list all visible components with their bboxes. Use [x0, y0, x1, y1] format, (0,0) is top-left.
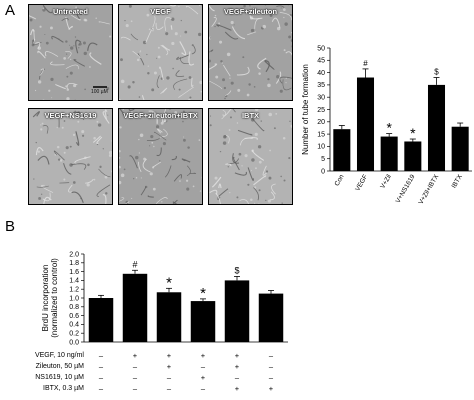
micrograph-label: IBTX: [241, 111, 260, 120]
treatment-cell: –: [98, 384, 104, 393]
y-tick-label: 1.4: [69, 278, 79, 285]
y-tick-label: 1.6: [69, 269, 79, 276]
micrograph-ibtx: IBTX: [208, 108, 293, 205]
y-tick-label: 0.2: [69, 331, 79, 338]
y-tick-label: 5: [321, 156, 325, 163]
treatment-row-label: NS1619, 10 µM: [35, 374, 84, 381]
bar: [427, 84, 446, 171]
treatment-cell: +: [234, 351, 240, 360]
scale-bar-label: 100 µM: [91, 89, 108, 95]
treatment-cell: –: [132, 384, 138, 393]
treatment-cell: –: [132, 362, 138, 371]
treatment-cell: –: [200, 384, 206, 393]
treatment-cell: –: [98, 362, 104, 371]
y-tick-label: 0.8: [69, 304, 79, 311]
micrograph-label: Untreated: [52, 7, 88, 16]
treatment-row-label: Zileuton, 50 µM: [35, 363, 84, 370]
treatment-cell: +: [268, 384, 274, 393]
significance-label: *: [166, 274, 172, 291]
y-tick-label: 15: [317, 131, 325, 138]
significance-label: $: [434, 68, 439, 77]
y-tick-label: 50: [317, 45, 325, 52]
treatment-row-label: VEGF, 10 ng/ml: [34, 352, 84, 359]
treatment-cell: –: [132, 373, 138, 382]
y-axis-title: Number of tube formation: [301, 64, 310, 155]
treatment-cell: –: [268, 373, 274, 382]
y-tick-label: 2.0: [69, 251, 79, 258]
y-tick-label: 0.0: [69, 339, 79, 346]
micrograph-vegf-zileuton-ibtx: VEGF+zileuton+IBTX: [118, 108, 203, 205]
micrograph-texture: [119, 5, 202, 100]
treatment-cell: +: [166, 351, 172, 360]
y-tick-label: 1.2: [69, 287, 79, 294]
treatment-cell: –: [234, 373, 240, 382]
micrograph-untreated: Untreated 100 µM: [28, 4, 113, 101]
treatment-cell: –: [98, 351, 104, 360]
micrograph-texture: [29, 5, 112, 100]
micrograph-label: VEGF+zileuton+IBTX: [123, 111, 198, 120]
scale-bar-icon: [93, 86, 107, 88]
significance-label: $: [234, 265, 239, 275]
micrograph-texture: [29, 109, 112, 204]
bar: [380, 136, 398, 171]
y-tick-label: 0.4: [69, 322, 79, 329]
significance-label: *: [200, 285, 206, 302]
y-tick-label: 25: [317, 107, 325, 114]
micrograph-label: VEGF: [150, 7, 171, 16]
y-tick-label: 45: [317, 58, 325, 65]
bar: [122, 273, 148, 342]
significance-label: *: [386, 120, 392, 136]
treatment-cell: –: [98, 373, 104, 382]
panel-b-label: B: [5, 218, 16, 235]
micrograph-label: VEGF+zileuton: [223, 7, 278, 16]
micrograph-vegf: VEGF: [118, 4, 203, 101]
significance-label: #: [132, 259, 137, 269]
bar: [258, 293, 284, 342]
treatment-cell: +: [200, 373, 206, 382]
treatment-cell: +: [200, 351, 206, 360]
treatment-cell: +: [166, 362, 172, 371]
bar: [451, 126, 469, 171]
y-tick-label: 1.8: [69, 260, 79, 267]
treatment-cell: +: [132, 351, 138, 360]
micrograph-vegf-zileuton: VEGF+zileuton: [208, 4, 293, 101]
bar: [88, 298, 114, 342]
y-tick-label: 1.0: [69, 295, 79, 302]
bar: [190, 301, 216, 342]
y-tick-label: 10: [317, 144, 325, 151]
bar: [404, 141, 422, 171]
y-tick-label: 0: [321, 168, 325, 175]
micrograph-texture: [209, 5, 292, 100]
bar: [356, 77, 375, 171]
significance-label: #: [363, 59, 368, 68]
bar: [224, 280, 250, 342]
micrograph-label: VEGF+NS1619: [44, 111, 97, 120]
y-tick-label: 20: [317, 119, 325, 126]
micrograph-grid: Untreated 100 µM VEGF VEGF+zileuton VEGF…: [28, 4, 294, 206]
panel-a-label: A: [5, 2, 16, 19]
bar: [333, 129, 351, 171]
treatment-cell: +: [234, 384, 240, 393]
significance-label: *: [410, 125, 416, 141]
micrograph-texture: [119, 109, 202, 204]
micrograph-vegf-ns1619: VEGF+NS1619: [28, 108, 113, 205]
treatment-cell: –: [268, 351, 274, 360]
treatment-cell: –: [200, 362, 206, 371]
bar: [156, 292, 182, 342]
treatment-cell: –: [166, 373, 172, 382]
y-axis-title: BrdU incorporation: [41, 265, 50, 332]
treatment-row-label: IBTX, 0.3 µM: [43, 385, 84, 392]
y-tick-label: 0.6: [69, 313, 79, 320]
treatment-cell: –: [268, 362, 274, 371]
y-axis-title: (normalized to control): [50, 258, 59, 338]
y-tick-label: 30: [317, 95, 325, 102]
micrograph-texture: [209, 109, 292, 204]
y-tick-label: 35: [317, 82, 325, 89]
y-tick-label: 40: [317, 70, 325, 77]
treatment-cell: –: [166, 384, 172, 393]
treatment-cell: +: [234, 362, 240, 371]
